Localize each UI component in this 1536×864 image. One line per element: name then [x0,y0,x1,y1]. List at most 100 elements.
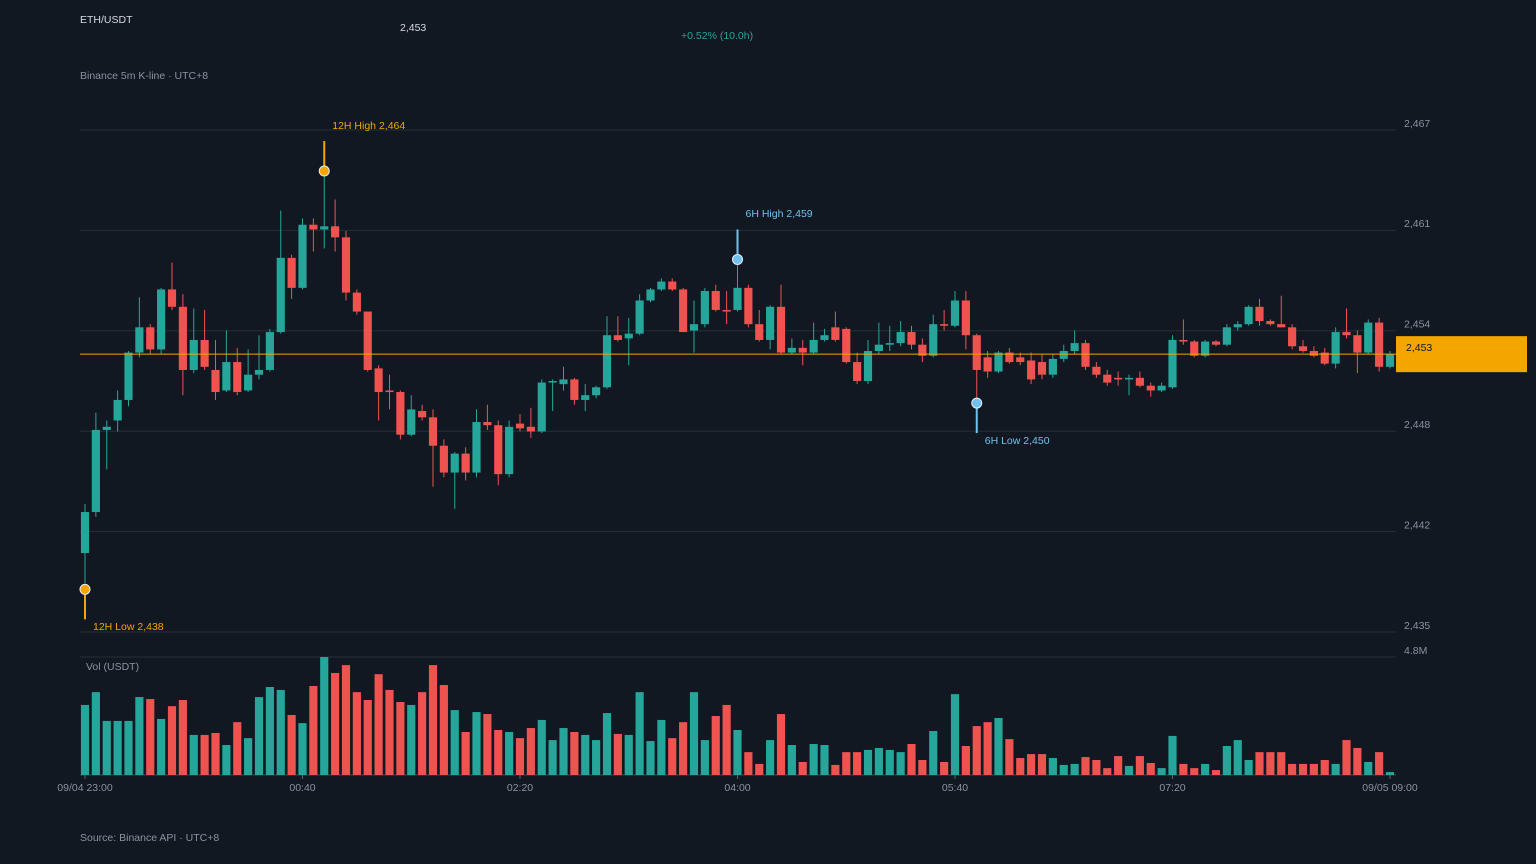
candle-body [874,344,883,352]
candle-body [1168,339,1177,388]
volume-bar [222,745,231,775]
volume-bar [1190,768,1199,775]
volume-bar [1005,739,1014,775]
annotation-marker [318,165,330,177]
volume-bar [809,744,818,775]
y-tick-label: 2,461 [1404,218,1430,230]
candle-body [1244,306,1253,325]
candle-body [494,425,503,475]
x-tick-label: 04:00 [724,782,750,794]
volume-bar [559,728,568,775]
subtitle: Binance 5m K-line · UTC+8 [80,70,208,82]
volume-bar [1320,760,1329,775]
candle-body [483,422,492,426]
volume-bar [526,728,535,775]
candle-body [548,381,557,383]
volume-bar [961,745,970,775]
candle-body [341,237,351,293]
candle-body [961,300,970,336]
candle-body [994,352,1003,372]
candle-body [233,362,242,393]
volume-bar [863,749,873,775]
volume-bar [244,738,253,775]
volume-bar [994,717,1003,775]
candle-body [657,281,666,290]
annotation-label: 12H High 2,464 [332,120,405,132]
candle-body [309,224,318,230]
candle-body [505,426,514,475]
volume-bar [407,704,416,775]
candle-body [1266,321,1275,325]
candle-body [157,289,166,350]
volume-bar [331,672,340,775]
candle-body [689,324,699,331]
volume-bar [831,764,840,775]
volume-bar [265,686,274,775]
volume-bar [287,715,296,775]
volume-bar [581,734,590,775]
volume-bar [113,720,122,775]
volume-bar [983,722,992,775]
candle-body [842,328,851,363]
candle-body [853,362,862,381]
candle-body [1157,385,1166,391]
candle-body [1201,341,1210,356]
candle-body [407,409,416,435]
candle-body [624,333,633,339]
candle-body [1081,343,1090,367]
candle-body [820,335,829,340]
x-tick-label: 00:40 [289,782,315,794]
volume-bar [744,752,753,775]
candle-body [189,339,198,370]
volume-bar [352,692,361,775]
volume-bar [874,747,883,775]
volume-bar [1211,770,1221,775]
candle-body [929,324,938,356]
annotation-label: 6H Low 2,450 [985,435,1050,447]
candle-body [298,224,307,288]
volume-bar [298,723,307,775]
candle-body [526,426,535,432]
volume-bar [494,730,503,775]
candle-body [167,289,177,307]
x-tick-label: 02:20 [507,782,533,794]
volume-bar [1222,745,1231,775]
volume-bar [1135,756,1144,775]
candle-body [776,306,786,353]
last-price: 2,453 [400,22,426,34]
volume-bar [657,719,666,775]
volume-bar [1179,763,1188,775]
candle-body [331,226,340,238]
y-tick-label: 2,467 [1404,118,1430,130]
volume-bar [1103,768,1112,775]
candle-body [472,422,481,473]
volume-bar [679,722,688,775]
volume-bar [1266,752,1275,775]
candle-body [1146,385,1155,391]
volume-bar [755,763,764,775]
candle-body [146,327,155,350]
volume-bar [167,706,177,775]
volume-bar [178,700,187,775]
candle-body [102,426,111,430]
candle-body [200,339,209,367]
volume-bar [1288,763,1297,775]
candle-body [733,287,742,310]
volume-bar [1277,752,1286,775]
volume-bar [613,733,622,775]
volume-bar [1244,760,1253,775]
volume-bar [711,716,720,775]
volume-bar [1375,752,1384,775]
candle-body [711,291,720,310]
candle-body [1037,362,1047,375]
candle-body [515,423,525,429]
volume-bar [439,685,448,775]
volume-bar [363,700,372,775]
volume-bar [548,740,557,775]
x-tick-label: 09/04 23:00 [57,782,113,794]
candle-body [787,347,796,353]
volume-bar [885,749,894,775]
volume-bar [570,731,579,775]
volume-bar [157,718,166,775]
